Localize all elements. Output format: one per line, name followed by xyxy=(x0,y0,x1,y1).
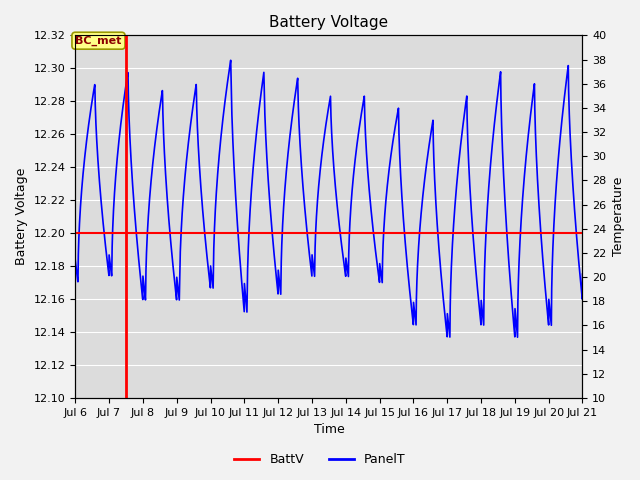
Y-axis label: Battery Voltage: Battery Voltage xyxy=(15,168,28,265)
Text: BC_met: BC_met xyxy=(76,36,122,46)
Y-axis label: Temperature: Temperature xyxy=(612,177,625,256)
Legend: BattV, PanelT: BattV, PanelT xyxy=(229,448,411,471)
X-axis label: Time: Time xyxy=(314,423,344,436)
Title: Battery Voltage: Battery Voltage xyxy=(269,15,388,30)
